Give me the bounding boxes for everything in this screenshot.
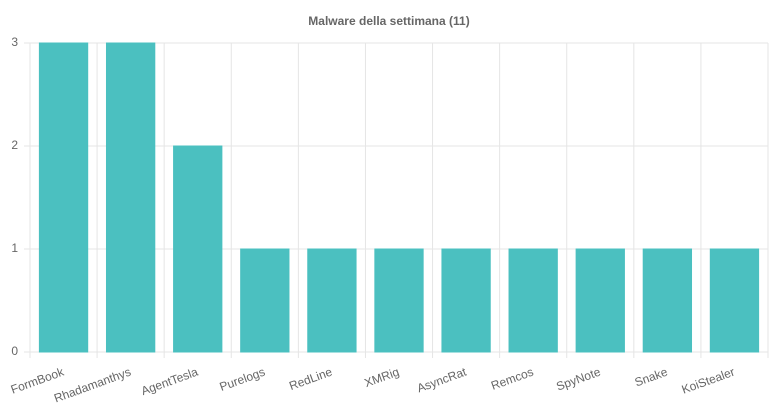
y-tick-label: 2 (11, 138, 18, 152)
x-tick-label: XMRig (362, 365, 401, 390)
x-tick-label: AgentTesla (139, 365, 200, 399)
bar (709, 248, 760, 353)
bar (642, 248, 693, 353)
x-tick-label: Snake (633, 365, 670, 390)
x-tick-label: Rhadamanthys (52, 365, 133, 406)
bar (374, 248, 424, 353)
bar (105, 42, 156, 353)
bar (307, 248, 357, 353)
x-tick-label: RedLine (287, 365, 334, 394)
y-tick-label: 3 (11, 35, 18, 49)
bar (173, 145, 223, 353)
x-tick-label: KoiStealer (680, 365, 737, 397)
x-tick-label: AsyncRat (415, 364, 469, 395)
bar (508, 248, 558, 353)
bar (38, 42, 89, 353)
bar (441, 248, 491, 353)
x-tick-label: Remcos (489, 365, 535, 393)
y-tick-label: 1 (11, 241, 18, 255)
bar (240, 248, 290, 353)
bar (575, 248, 625, 353)
x-tick-label: SpyNote (554, 365, 602, 394)
y-tick-label: 0 (11, 344, 18, 358)
chart-title: Malware della settimana (11) (308, 14, 469, 28)
x-tick-label: Purelogs (218, 365, 267, 394)
